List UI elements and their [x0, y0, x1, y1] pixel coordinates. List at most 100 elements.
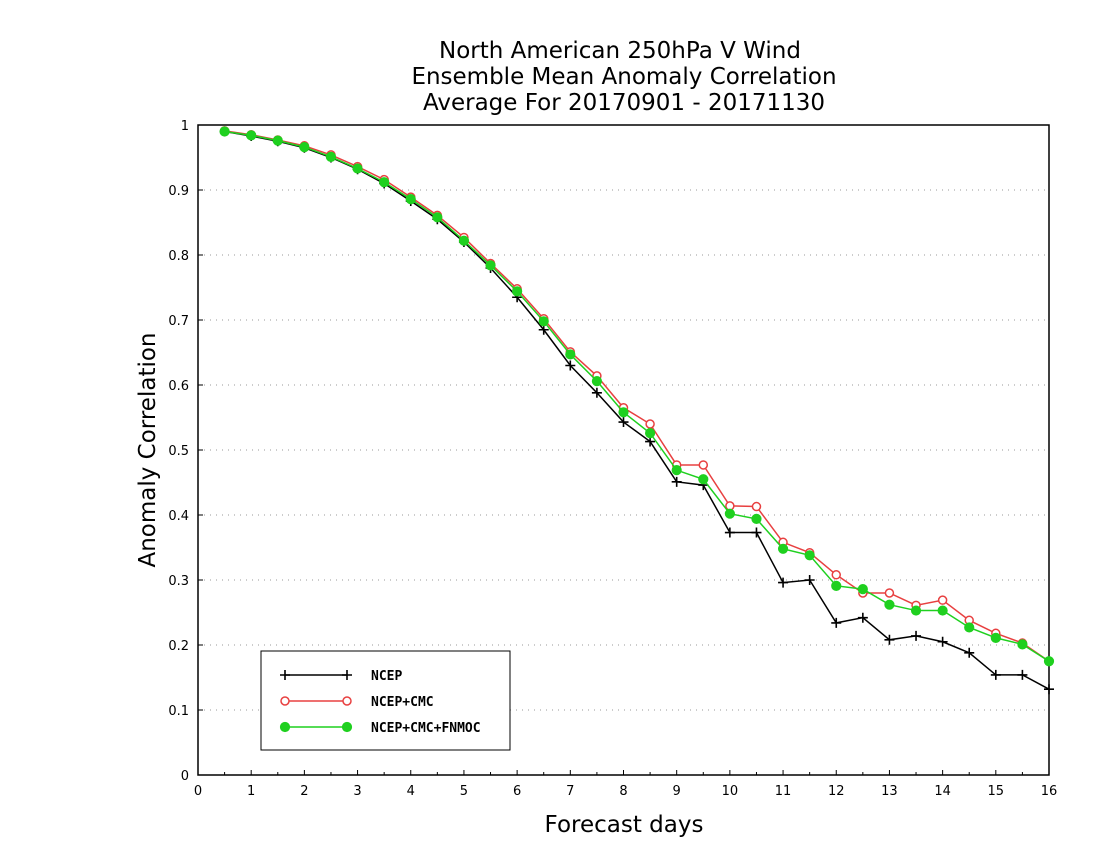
x-tick-label: 1 — [247, 784, 255, 799]
legend-swatch-marker — [280, 696, 290, 706]
data-point — [325, 151, 337, 162]
y-tick-label: 0 — [181, 769, 189, 784]
data-point — [937, 605, 948, 616]
x-axis: 0 1 2 3 4 5 6 7 8 9 10 11 12 13 14 15 16 — [194, 770, 1057, 799]
x-tick-label: 10 — [722, 784, 739, 799]
data-point — [777, 543, 789, 554]
y-tick-label: 0.2 — [168, 639, 189, 654]
x-tick-label: 12 — [828, 784, 845, 799]
data-point — [724, 508, 735, 519]
series-ncep — [219, 126, 1054, 695]
data-point — [565, 349, 576, 360]
x-tick-label: 15 — [988, 784, 1005, 799]
data-point — [857, 584, 868, 595]
data-point — [299, 142, 310, 153]
data-point — [352, 163, 363, 174]
legend-label: NCEP+CMC — [371, 695, 434, 710]
data-point — [804, 550, 815, 561]
gridlines — [198, 189, 1049, 711]
data-point — [671, 476, 682, 487]
series-ncep-cmc — [219, 126, 1054, 666]
x-tick-label: 13 — [881, 784, 898, 799]
legend-entry: NCEP+CMC+FNMOC — [279, 721, 481, 736]
legend-label: NCEP — [371, 669, 402, 684]
chart-title-line-1: North American 250hPa V Wind — [439, 38, 801, 64]
y-axis-title: Anomaly Correlation — [135, 332, 161, 567]
data-point — [219, 126, 230, 137]
data-point — [911, 630, 922, 641]
data-point — [1017, 669, 1028, 680]
data-point — [1043, 656, 1055, 667]
data-point — [937, 636, 948, 647]
data-point — [990, 632, 1001, 643]
data-point — [538, 316, 549, 327]
y-tick-label: 0.9 — [168, 184, 189, 199]
y-tick-label: 0.1 — [168, 704, 189, 719]
data-point — [884, 634, 895, 645]
x-tick-label: 9 — [673, 784, 681, 799]
legend: NCEP NCEP+CMC NCEP+CMC+FNMOC — [260, 650, 511, 751]
data-point — [591, 387, 602, 398]
data-point — [857, 612, 868, 623]
data-point — [565, 360, 576, 371]
data-point — [990, 669, 1001, 680]
y-tick-label: 0.7 — [168, 314, 189, 329]
x-tick-label: 2 — [300, 784, 308, 799]
data-point — [644, 428, 656, 439]
data-point — [458, 235, 470, 246]
data-point — [751, 513, 762, 525]
legend-entry: NCEP — [280, 669, 402, 684]
series-ncep-cmc-fnmoc — [219, 126, 1055, 667]
data-point — [698, 460, 709, 470]
series-line — [224, 130, 1050, 690]
y-axis: 0 0.1 0.2 0.3 0.4 0.5 0.6 0.7 0.8 0.9 1 — [168, 119, 203, 784]
data-point — [804, 575, 815, 585]
data-point — [751, 527, 762, 538]
legend-swatch-marker — [279, 721, 291, 733]
x-tick-label: 11 — [775, 784, 792, 799]
x-tick-label: 5 — [460, 784, 468, 799]
y-tick-label: 0.3 — [168, 574, 189, 589]
data-point — [671, 465, 682, 476]
data-point — [910, 605, 922, 616]
y-tick-label: 0.6 — [168, 379, 189, 394]
series-line — [224, 130, 1050, 662]
data-point — [831, 580, 842, 591]
chart-title-line-3: Average For 20170901 - 20171130 — [423, 90, 825, 116]
x-tick-label: 0 — [194, 784, 202, 799]
y-tick-label: 0.5 — [168, 444, 189, 459]
data-point — [964, 647, 975, 658]
data-point — [751, 501, 762, 512]
x-tick-label: 6 — [513, 784, 521, 799]
legend-swatch-marker — [342, 696, 352, 706]
x-tick-label: 3 — [353, 784, 361, 799]
x-tick-label: 4 — [407, 784, 415, 799]
data-point — [618, 407, 629, 418]
data-point — [379, 177, 390, 188]
series-layer — [219, 126, 1055, 695]
data-point — [884, 588, 895, 598]
data-point — [884, 599, 895, 610]
data-point — [831, 570, 841, 580]
x-tick-label: 16 — [1041, 784, 1058, 799]
data-point — [645, 419, 655, 429]
data-point — [512, 286, 523, 297]
y-tick-label: 0.4 — [168, 509, 189, 524]
x-tick-label: 14 — [934, 784, 951, 799]
x-tick-label: 8 — [619, 784, 627, 799]
data-point — [1017, 639, 1028, 650]
x-axis-title: Forecast days — [545, 812, 704, 838]
data-point — [645, 436, 656, 447]
y-tick-label: 0.8 — [168, 249, 189, 264]
legend-label: NCEP+CMC+FNMOC — [371, 721, 481, 736]
data-point — [831, 617, 842, 628]
data-point — [1044, 684, 1054, 695]
chart-title-line-2: Ensemble Mean Anomaly Correlation — [411, 64, 836, 90]
data-point — [724, 527, 735, 538]
series-line — [224, 130, 1050, 662]
data-point — [272, 135, 283, 146]
data-point — [538, 324, 549, 335]
data-point — [964, 622, 975, 633]
data-point — [937, 595, 948, 605]
